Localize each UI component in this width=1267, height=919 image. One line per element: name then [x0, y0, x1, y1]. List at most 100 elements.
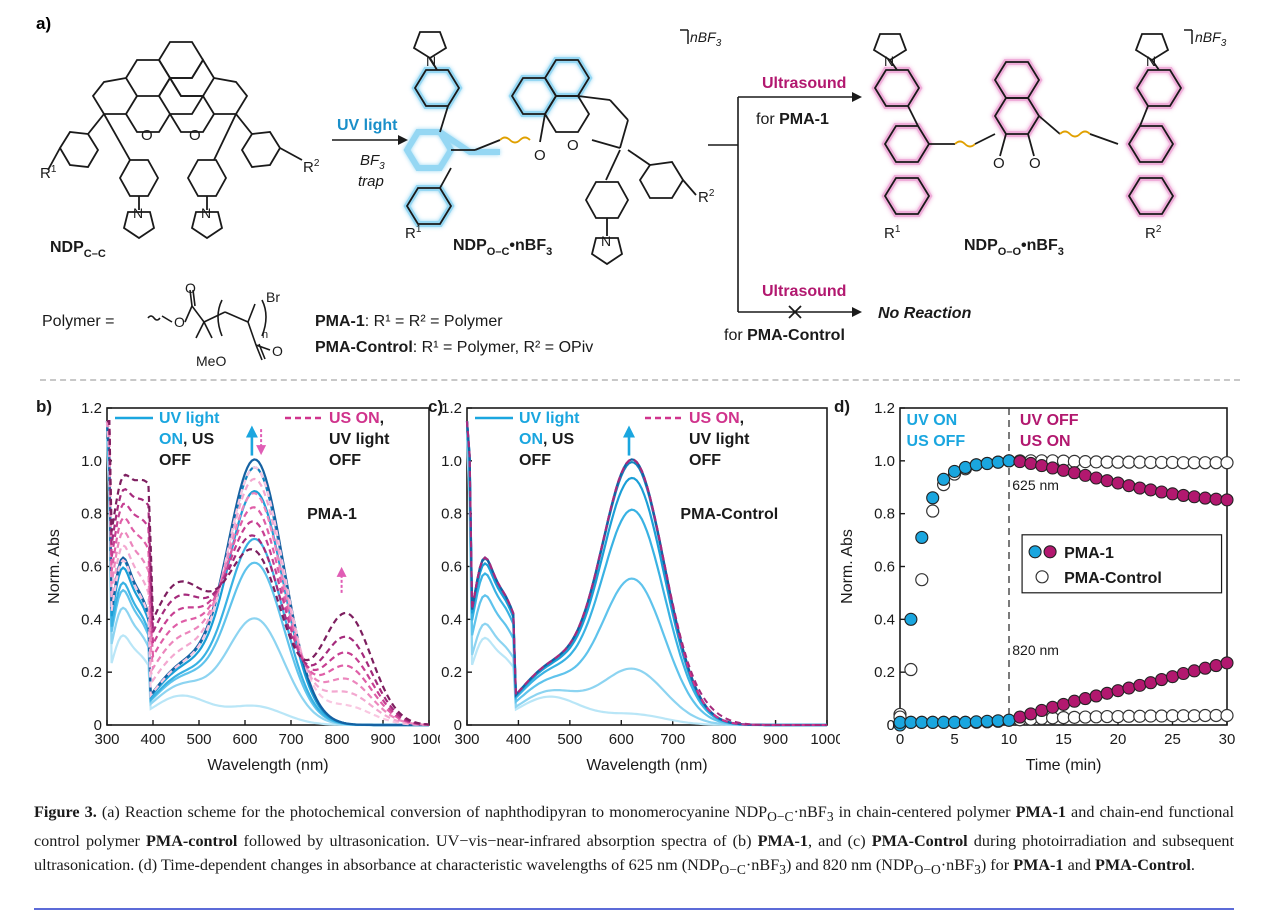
pma1-820-point — [904, 715, 918, 729]
y-tick-label: 1.2 — [874, 400, 895, 417]
svg-text:R2: R2 — [1145, 224, 1162, 242]
us-spectrum-line — [107, 420, 430, 726]
legend-label-line: UV light — [329, 431, 390, 448]
control-625-point — [1187, 456, 1201, 470]
svg-text:PMA-Control: R¹ = Polymer, R²: PMA-Control: R¹ = Polymer, R² = OPiv — [315, 339, 593, 356]
y-tick-label: 1.0 — [81, 453, 102, 470]
reactant-label: NDP — [50, 239, 84, 256]
for-pma1-pre: for — [756, 111, 779, 128]
svg-text:NDPO–O•nBF3: NDPO–O•nBF3 — [964, 237, 1064, 258]
for-control-bold: PMA-Control — [747, 327, 845, 344]
r2-sup-2: 2 — [709, 188, 715, 199]
y-tick-label: 0.4 — [874, 611, 895, 628]
r2-label-2: R — [698, 189, 709, 206]
annot-625: 625 nm — [1012, 477, 1059, 493]
region-right-line1: UV OFF — [1020, 412, 1079, 429]
pma1-820-point — [991, 714, 1005, 728]
pma1-820-point — [1100, 686, 1114, 700]
pma1-625-point — [1122, 479, 1136, 493]
oxygen-atom: O — [141, 127, 153, 144]
y-tick-label: 0.6 — [441, 559, 462, 576]
pma1-820-point — [1067, 694, 1081, 708]
control-625-point — [904, 662, 918, 677]
oxygen-atom: O — [185, 280, 196, 296]
x-tick-label: 600 — [232, 731, 257, 748]
oxygen-atom: O — [1029, 155, 1041, 172]
caption-bold: PMA-Control — [1095, 856, 1191, 875]
y-tick-label: 0.2 — [874, 664, 895, 681]
pma1-820-point — [1122, 681, 1136, 695]
x-tick-label: 1000 — [412, 731, 440, 748]
legend-pma1-uv-swatch — [1028, 545, 1042, 559]
legend-text: , — [740, 410, 744, 427]
control-820-point — [1089, 710, 1103, 724]
uv-light-label: UV light — [337, 117, 398, 134]
caption-bold: PMA-Control — [871, 832, 968, 851]
pma1-625-point — [1024, 456, 1038, 471]
pma1-820-point — [969, 715, 983, 729]
n-subscript: n — [262, 329, 268, 341]
us-spectrum-line — [107, 420, 430, 726]
sample-annotation: PMA-Control — [680, 506, 778, 523]
control-625-point — [1089, 455, 1103, 469]
x-tick-label: 15 — [1055, 731, 1072, 748]
pma1-625-point — [915, 530, 929, 544]
caption-bold: PMA-1 — [757, 832, 809, 851]
control-625-point — [1209, 456, 1223, 470]
y-tick-label: 1.2 — [81, 400, 102, 417]
pma1-820-point — [1133, 678, 1147, 692]
control-820-point — [1100, 709, 1114, 724]
r1-label-2: R — [405, 225, 416, 242]
pma1-820-point — [1176, 666, 1190, 681]
x-tick-label: 400 — [140, 731, 165, 748]
figure-caption: Figure 3. (a) Reaction scheme for the ph… — [34, 800, 1234, 882]
bf3-sub: 3 — [379, 161, 385, 172]
uv-spectrum-line — [465, 432, 827, 727]
control-820-point — [1056, 711, 1071, 725]
control-625-point — [915, 573, 929, 587]
y-tick-label: 0.6 — [874, 559, 895, 576]
us-decay-arrow-head — [256, 445, 267, 456]
legend-text: US ON — [329, 410, 380, 427]
y-tick-label: 1.2 — [441, 400, 462, 417]
caption-text: . — [1190, 856, 1195, 875]
control-625-point — [1220, 456, 1234, 470]
intermediate-glow — [403, 57, 593, 227]
pma1-820-point — [1089, 689, 1103, 703]
caption-text: ·nBF — [940, 856, 975, 875]
y-tick-label: 0.4 — [441, 611, 462, 628]
pma1-820-point — [1111, 684, 1125, 698]
legend-control-label: PMA-Control — [1064, 570, 1162, 587]
pma1-820-point — [1056, 697, 1071, 711]
r1-sup-2: 1 — [416, 224, 422, 235]
caption-text: (a) Reaction scheme for the photochemica… — [96, 803, 768, 821]
svg-text:for PMA-1: for PMA-1 — [756, 111, 829, 128]
control-820-point — [1176, 709, 1190, 723]
pma1-820-point — [1013, 710, 1027, 724]
caption-bold: PMA-1 — [1013, 856, 1064, 875]
us-spectrum-line — [105, 420, 430, 726]
y-tick-label: 0.8 — [874, 506, 895, 523]
control-625-point — [1111, 455, 1125, 469]
pma1-820-point — [947, 715, 962, 729]
caption-text: during photoirradiation and subsequent u… — [34, 832, 1234, 875]
pma1-820-point — [926, 715, 940, 729]
pma1-625-point — [1133, 481, 1147, 495]
caption-text: ·nBF — [793, 803, 827, 821]
chart-d: 0 5 10 15 20 25 30 0 0.2 0.4 0.6 0.8 1.0 1.2 Time (min… — [834, 397, 1235, 774]
x-tick-label: 900 — [763, 731, 788, 748]
svg-text:nBF3: nBF3 — [1195, 29, 1227, 49]
r1-sup-3: 1 — [895, 224, 901, 235]
x-tick-label: 500 — [557, 731, 582, 748]
caption-text: ) and 820 nm (NDP — [785, 856, 914, 875]
caption-sub: O−O — [913, 862, 941, 878]
control-def-bold: PMA-Control — [315, 339, 413, 356]
region-left-line2: US OFF — [907, 433, 966, 450]
pma1-625-point — [1176, 488, 1190, 502]
for-control-pre: for — [724, 327, 747, 344]
y-tick-label: 0.8 — [81, 506, 102, 523]
caption-text: ·nBF — [745, 856, 780, 875]
no-reaction-label: No Reaction — [878, 305, 972, 322]
pma1-625-point — [1144, 483, 1158, 497]
pma1-820-point — [1035, 703, 1049, 718]
